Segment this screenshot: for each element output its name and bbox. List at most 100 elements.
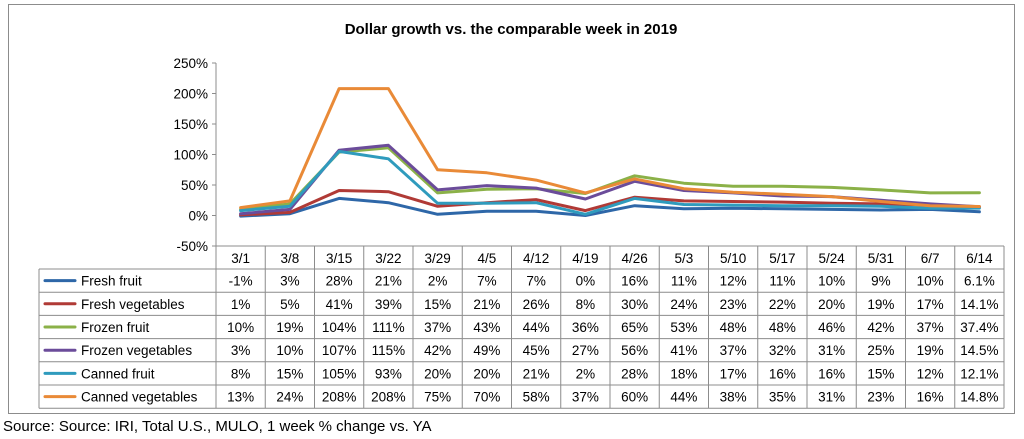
table-cell: 8% (231, 366, 251, 381)
category-label: 4/19 (572, 251, 598, 266)
table-cell: 20% (424, 366, 451, 381)
legend-label: Frozen vegetables (81, 343, 192, 358)
table-cell: 48% (720, 320, 747, 335)
legend-label: Fresh vegetables (81, 297, 185, 312)
table-cell: 9% (871, 274, 891, 289)
chart-frame: Dollar growth vs. the comparable week in… (8, 4, 1015, 414)
table-cell: 14.1% (960, 297, 998, 312)
table-cell: 10% (276, 343, 303, 358)
table-cell: 7% (526, 274, 546, 289)
table-cell: 1% (231, 297, 251, 312)
table-cell: 2% (576, 366, 596, 381)
table-cell: 75% (424, 390, 451, 405)
table-cell: 18% (670, 366, 697, 381)
table-cell: 28% (326, 274, 353, 289)
table-cell: 104% (322, 320, 357, 335)
series-line-canned-fruit (239, 149, 981, 216)
table-cell: 21% (473, 297, 500, 312)
legend-label: Canned vegetables (81, 390, 198, 405)
table-cell: 11% (769, 274, 795, 289)
table-cell: 12% (917, 366, 944, 381)
table-cell: -1% (229, 274, 253, 289)
table-cell: 41% (670, 343, 697, 358)
table-cell: 42% (424, 343, 451, 358)
table-cell: 49% (473, 343, 500, 358)
category-label: 6/7 (921, 251, 940, 266)
table-cell: 45% (523, 343, 550, 358)
table-cell: 10% (818, 274, 845, 289)
table-cell: 37% (720, 343, 747, 358)
table-cell: 19% (276, 320, 303, 335)
table-cell: 19% (917, 343, 944, 358)
table-cell: 14.8% (960, 390, 998, 405)
table-cell: 32% (769, 343, 796, 358)
table-cell: 26% (523, 297, 550, 312)
chart-title: Dollar growth vs. the comparable week in… (345, 21, 678, 38)
source-note: Source: Source: IRI, Total U.S., MULO, 1… (3, 418, 432, 435)
table-cell: 16% (818, 366, 845, 381)
table-cell: 16% (769, 366, 796, 381)
category-label: 3/15 (326, 251, 352, 266)
table-cell: 60% (621, 390, 648, 405)
category-label: 3/8 (280, 251, 299, 266)
table-cell: 208% (371, 390, 406, 405)
table-cell: 48% (769, 320, 796, 335)
table-cell: 39% (375, 297, 402, 312)
table-cell: 37% (424, 320, 451, 335)
table-cell: 2% (428, 274, 448, 289)
series-line-fresh-vegetables (239, 189, 981, 217)
series-line-fresh-fruit (239, 196, 981, 218)
table-cell: 23% (720, 297, 747, 312)
category-label: 3/1 (231, 251, 250, 266)
table-cell: 56% (621, 343, 648, 358)
table-cell: 36% (572, 320, 599, 335)
table-cell: 23% (867, 390, 894, 405)
table-cell: 31% (818, 343, 845, 358)
category-label: 5/10 (720, 251, 746, 266)
category-label: 5/3 (674, 251, 693, 266)
y-tick-label: 50% (181, 178, 208, 193)
table-cell: 21% (375, 274, 402, 289)
y-tick-label: 0% (188, 209, 208, 224)
y-tick-label: 250% (173, 56, 208, 71)
table-cell: 3% (280, 274, 300, 289)
y-tick-label: -50% (176, 239, 208, 254)
table-cell: 16% (621, 274, 648, 289)
table-cell: 38% (720, 390, 747, 405)
category-label: 3/29 (424, 251, 450, 266)
table-cell: 8% (576, 297, 596, 312)
table-cell: 107% (322, 343, 357, 358)
table-cell: 44% (523, 320, 550, 335)
table-cell: 15% (867, 366, 894, 381)
table-cell: 10% (917, 274, 944, 289)
table-cell: 25% (867, 343, 894, 358)
table-cell: 7% (477, 274, 497, 289)
table-cell: 105% (322, 366, 357, 381)
table-cell: 35% (769, 390, 796, 405)
table-cell: 58% (523, 390, 550, 405)
table-cell: 42% (867, 320, 894, 335)
table-cell: 43% (473, 320, 500, 335)
y-tick-label: 150% (173, 117, 208, 132)
category-label: 3/22 (375, 251, 401, 266)
category-label: 5/31 (868, 251, 894, 266)
category-label: 5/24 (818, 251, 845, 266)
table-cell: 12% (720, 274, 747, 289)
table-cell: 41% (326, 297, 353, 312)
table-cell: 93% (375, 366, 402, 381)
table-cell: 0% (576, 274, 596, 289)
table-cell: 20% (473, 366, 500, 381)
line-chart: Dollar growth vs. the comparable week in… (38, 21, 1005, 409)
table-cell: 27% (572, 343, 599, 358)
table-cell: 115% (372, 343, 406, 358)
table-cell: 17% (917, 297, 944, 312)
table-cell: 14.5% (960, 343, 998, 358)
y-tick-label: 200% (173, 87, 208, 102)
y-tick-label: 100% (173, 148, 208, 163)
table-cell: 15% (424, 297, 451, 312)
category-label: 4/5 (477, 251, 496, 266)
category-label: 4/26 (621, 251, 647, 266)
table-cell: 31% (818, 390, 845, 405)
table-cell: 20% (818, 297, 845, 312)
legend-label: Fresh fruit (81, 274, 142, 289)
